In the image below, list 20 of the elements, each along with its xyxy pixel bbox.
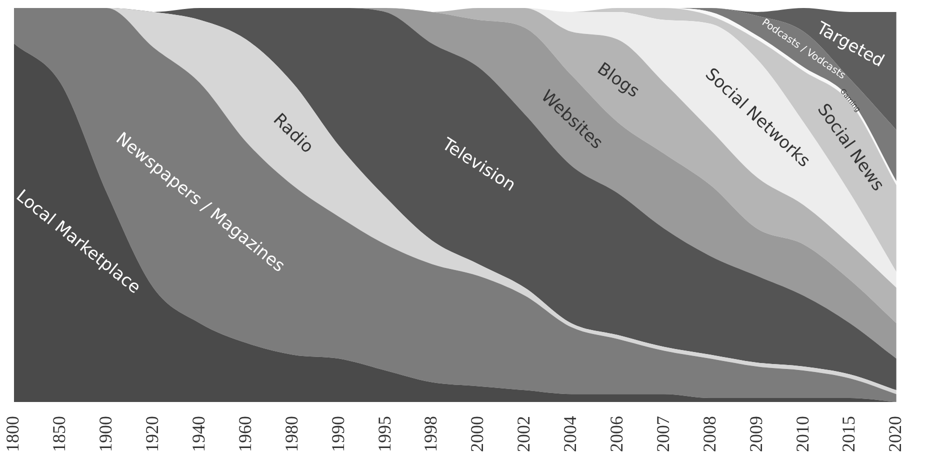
x-tick-label: 2020 [885, 416, 906, 452]
x-tick-label: 1900 [96, 416, 116, 452]
x-tick-label: 2009 [746, 416, 766, 452]
x-tick-label: 1960 [234, 416, 255, 452]
x-tick-label: 2015 [838, 416, 859, 452]
x-tick-label: 2002 [514, 416, 534, 452]
x-tick-label: 1920 [142, 416, 162, 452]
x-tick-label: 2010 [792, 416, 812, 452]
x-tick-label: 2008 [699, 416, 720, 452]
x-tick-label: 1850 [49, 416, 70, 452]
x-tick-label: 1998 [420, 416, 441, 452]
x-tick-label: 2007 [652, 416, 673, 452]
x-tick-label: 2000 [467, 416, 488, 452]
x-tick-label: 1800 [2, 416, 23, 452]
x-tick-label: 1990 [328, 416, 348, 452]
x-tick-label: 2004 [560, 416, 580, 452]
x-tick-label: 1980 [281, 416, 302, 452]
x-tick-label: 1995 [374, 416, 394, 452]
x-tick-label: 2006 [606, 416, 626, 452]
x-tick-label: 1940 [188, 416, 209, 452]
